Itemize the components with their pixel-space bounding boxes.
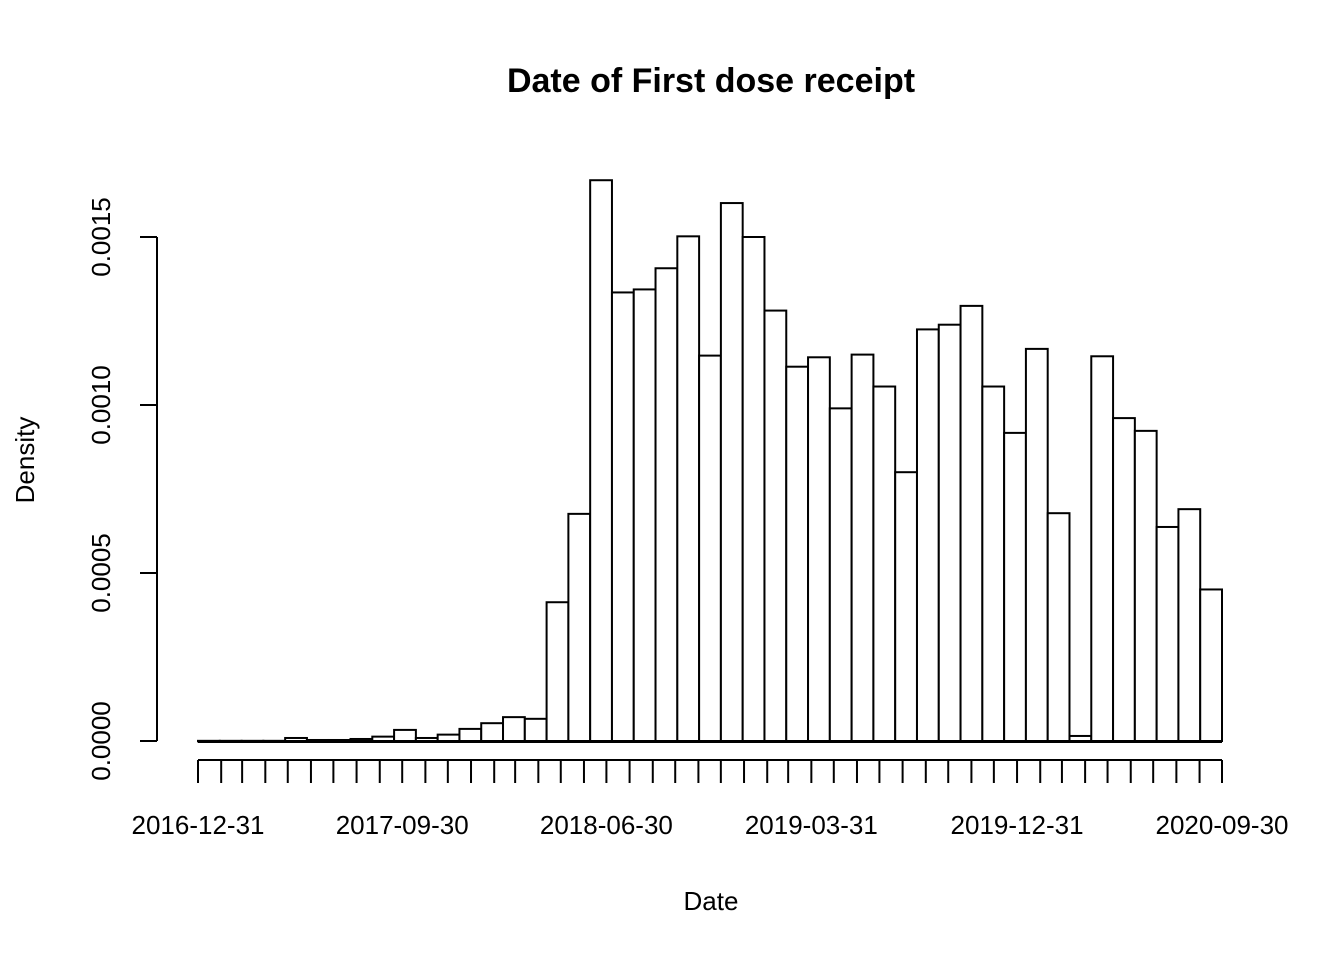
histogram-bar: [1199, 588, 1223, 743]
histogram-bar: [458, 727, 483, 743]
histogram-bar: [654, 267, 679, 742]
histogram-bar: [480, 722, 505, 743]
x-tick-label: 2020-09-30: [1156, 810, 1289, 840]
histogram-bar: [545, 601, 570, 742]
chart-title: Date of First dose receipt: [507, 62, 915, 100]
y-tick-label: 0.0005: [86, 533, 116, 613]
histogram-bar: [850, 353, 875, 742]
histogram-bar: [828, 407, 853, 742]
histogram-bar: [414, 736, 439, 742]
histogram-bar: [1068, 734, 1093, 743]
x-tick-label: 2016-12-31: [132, 810, 265, 840]
histogram-bar: [937, 323, 962, 742]
histogram-bar: [567, 512, 592, 742]
x-axis-label: Date: [684, 886, 739, 916]
histogram-bar: [523, 717, 548, 743]
x-tick-label: 2017-09-30: [336, 810, 469, 840]
y-tick-label: 0.0015: [86, 197, 116, 277]
histogram-bar: [872, 385, 897, 742]
histogram-bar: [959, 304, 984, 742]
histogram-bar: [1112, 417, 1136, 742]
x-axis: 2016-12-31 2017-09-30 2018-06-30 2019-03-31…: [132, 759, 1289, 840]
histogram-bar: [1133, 429, 1158, 742]
histogram-bar: [719, 202, 744, 742]
histogram-bar: [1046, 512, 1071, 742]
y-axis-label: Density: [10, 417, 40, 504]
histogram-bar: [502, 716, 526, 743]
x-tick-label: 2018-06-30: [540, 810, 673, 840]
histogram-bar: [894, 471, 918, 742]
histogram-bar: [393, 728, 417, 742]
histogram-bar: [589, 179, 613, 743]
histogram-bar: [915, 328, 940, 742]
histogram-bar: [981, 385, 1006, 742]
histogram-bar: [632, 288, 657, 742]
histogram-bar: [305, 738, 330, 742]
histogram-bar: [610, 291, 635, 742]
histogram-bar: [349, 737, 374, 742]
histogram-bar: [1003, 431, 1027, 742]
x-tick-label: 2019-12-31: [951, 810, 1084, 840]
histogram-bar: [698, 354, 722, 742]
histogram-bar: [436, 733, 461, 742]
x-tick-label: 2019-03-31: [745, 810, 878, 840]
histogram-bar: [741, 236, 766, 742]
histogram-bar: [1155, 525, 1180, 742]
y-tick-label: 0.0000: [86, 701, 116, 781]
histogram-bar: [1177, 508, 1202, 742]
histogram-bar: [763, 309, 788, 742]
histogram-bar: [1024, 347, 1049, 742]
histogram-bars: [197, 179, 1223, 743]
y-tick-label: 0.0010: [86, 365, 116, 445]
histogram-bar: [371, 735, 396, 743]
histogram-bar: [807, 356, 831, 742]
histogram-bar: [785, 365, 810, 742]
histogram-bar: [1090, 355, 1115, 742]
histogram-bar: [327, 738, 352, 742]
y-axis: 0.0000 0.0005 0.0010 0.0015: [86, 197, 158, 781]
histogram-bar: [284, 736, 308, 742]
histogram-bar: [676, 235, 701, 743]
